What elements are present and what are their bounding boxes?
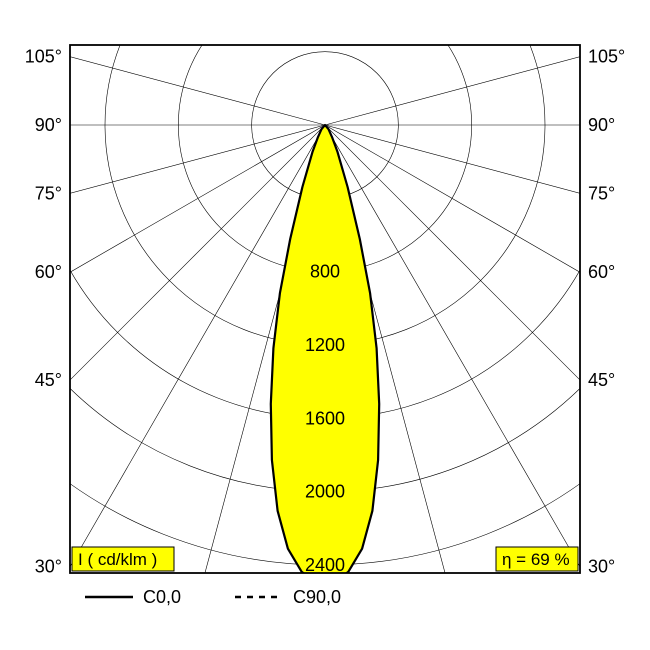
angle-label-left: 75°	[35, 183, 62, 203]
intensity-curve	[271, 125, 379, 587]
angle-label-left: 30°	[35, 557, 62, 577]
angle-label-right: 90°	[588, 115, 615, 135]
angle-label-right: 60°	[588, 262, 615, 282]
angle-label-right: 75°	[588, 183, 615, 203]
angle-label-right: 45°	[588, 370, 615, 390]
angle-label-left: 45°	[35, 370, 62, 390]
ring-label: 1200	[305, 335, 345, 355]
ring-label: 2400	[305, 555, 345, 575]
angle-label-left: 105°	[25, 47, 62, 67]
legend-label: C0,0	[143, 587, 181, 607]
angle-label-right: 30°	[588, 557, 615, 577]
legend-label: C90,0	[293, 587, 341, 607]
angle-label-left: 60°	[35, 262, 62, 282]
angle-label-right: 105°	[588, 47, 625, 67]
unit-label: I ( cd/klm )	[78, 550, 157, 569]
angle-label-left: 90°	[35, 115, 62, 135]
eta-label: η = 69 %	[502, 550, 570, 569]
ring-label: 1600	[305, 408, 345, 428]
ring-label: 2000	[305, 482, 345, 502]
ring-label: 800	[310, 262, 340, 282]
